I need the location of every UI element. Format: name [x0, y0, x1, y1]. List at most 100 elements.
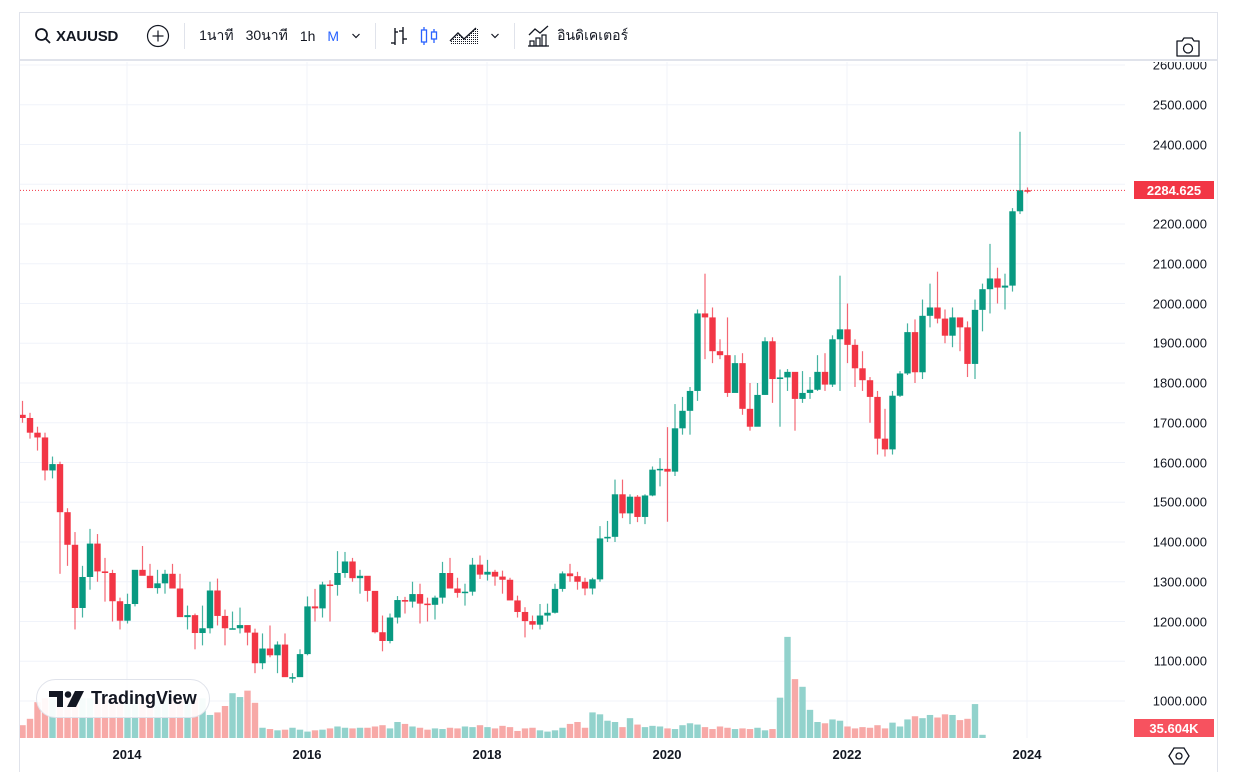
- candle[interactable]: [686, 386, 694, 435]
- candle[interactable]: [281, 633, 289, 678]
- candle[interactable]: [446, 557, 454, 589]
- candle[interactable]: [649, 466, 656, 497]
- candle[interactable]: [641, 494, 649, 525]
- candle[interactable]: [86, 528, 94, 590]
- candle[interactable]: [544, 603, 551, 622]
- candles-chart-button[interactable]: [419, 13, 439, 59]
- candle[interactable]: [986, 243, 994, 314]
- candle[interactable]: [379, 615, 386, 652]
- chart-settings-button[interactable]: [1168, 746, 1190, 771]
- candle[interactable]: [709, 307, 716, 364]
- candle[interactable]: [356, 569, 364, 594]
- candle[interactable]: [634, 495, 641, 523]
- candle[interactable]: [229, 611, 236, 630]
- candle[interactable]: [439, 561, 446, 604]
- interval-1m[interactable]: 1นาที: [199, 27, 234, 43]
- candle[interactable]: [626, 494, 634, 525]
- candle[interactable]: [506, 577, 514, 601]
- candle[interactable]: [604, 520, 611, 542]
- candle[interactable]: [56, 461, 64, 574]
- candle[interactable]: [1009, 208, 1016, 292]
- candle[interactable]: [754, 383, 761, 427]
- candle[interactable]: [529, 615, 536, 630]
- candle[interactable]: [139, 545, 146, 576]
- candle[interactable]: [881, 408, 889, 457]
- candle[interactable]: [49, 456, 56, 479]
- candle[interactable]: [266, 625, 274, 658]
- candle[interactable]: [259, 633, 266, 670]
- candle[interactable]: [131, 569, 139, 607]
- candle[interactable]: [769, 337, 776, 403]
- candle[interactable]: [566, 563, 574, 582]
- candle[interactable]: [911, 319, 919, 383]
- candle[interactable]: [874, 390, 881, 455]
- candle[interactable]: [371, 590, 379, 634]
- candle[interactable]: [274, 641, 281, 674]
- candle[interactable]: [514, 595, 521, 618]
- candle[interactable]: [484, 559, 491, 581]
- candle[interactable]: [469, 557, 476, 596]
- candle[interactable]: [416, 583, 424, 624]
- candle[interactable]: [1001, 273, 1009, 310]
- candle[interactable]: [859, 351, 866, 391]
- candle[interactable]: [251, 628, 259, 674]
- candle[interactable]: [64, 508, 71, 566]
- bars-chart-button[interactable]: [389, 13, 409, 59]
- candle[interactable]: [731, 355, 739, 393]
- interval-1h[interactable]: 1h: [299, 28, 316, 44]
- candle[interactable]: [581, 577, 589, 596]
- candle[interactable]: [289, 673, 296, 683]
- candle[interactable]: [431, 595, 439, 620]
- candle[interactable]: [386, 613, 394, 644]
- candle[interactable]: [949, 307, 956, 348]
- candle[interactable]: [619, 479, 626, 519]
- candle[interactable]: [574, 571, 581, 590]
- candle[interactable]: [679, 396, 686, 435]
- candle[interactable]: [1024, 187, 1031, 194]
- candle[interactable]: [304, 596, 311, 656]
- candle[interactable]: [94, 534, 101, 582]
- area-chart-button[interactable]: [449, 13, 479, 59]
- tradingview-watermark[interactable]: TradingView: [36, 679, 210, 718]
- candle[interactable]: [956, 317, 964, 352]
- candle[interactable]: [101, 557, 109, 602]
- candle[interactable]: [844, 303, 851, 364]
- candle[interactable]: [34, 426, 41, 451]
- candle[interactable]: [979, 283, 986, 332]
- candle[interactable]: [491, 569, 499, 586]
- candle[interactable]: [701, 273, 709, 360]
- candle[interactable]: [154, 569, 161, 594]
- candle[interactable]: [694, 309, 701, 401]
- candle[interactable]: [169, 563, 176, 589]
- candle[interactable]: [821, 353, 829, 391]
- candle[interactable]: [341, 551, 349, 578]
- candle[interactable]: [20, 400, 26, 423]
- chart-type-dropdown-button[interactable]: [490, 13, 500, 59]
- candle[interactable]: [454, 577, 461, 598]
- candle[interactable]: [904, 323, 911, 376]
- candle[interactable]: [994, 267, 1001, 304]
- candle[interactable]: [184, 605, 191, 630]
- candle[interactable]: [806, 377, 814, 399]
- candle[interactable]: [311, 588, 319, 622]
- interval-monthly[interactable]: M: [327, 28, 340, 44]
- candle[interactable]: [926, 283, 934, 328]
- candle[interactable]: [919, 299, 926, 380]
- candle[interactable]: [146, 563, 154, 589]
- candle[interactable]: [409, 581, 416, 608]
- candle[interactable]: [161, 569, 169, 594]
- candle[interactable]: [814, 355, 821, 391]
- candle[interactable]: [41, 432, 49, 481]
- candle[interactable]: [836, 275, 844, 391]
- candle[interactable]: [26, 412, 34, 439]
- candle[interactable]: [109, 569, 116, 622]
- chart-plot-area[interactable]: [20, 62, 1125, 738]
- candle[interactable]: [611, 479, 619, 542]
- symbol-search-button[interactable]: XAUUSD: [20, 13, 118, 59]
- candle[interactable]: [829, 335, 836, 387]
- price-axis[interactable]: 2600.000 2500.000 2400.000 2200.000 2100.000…: [1125, 62, 1217, 738]
- candle[interactable]: [214, 578, 221, 626]
- candle[interactable]: [476, 555, 484, 579]
- indicators-button[interactable]: อินดิเคเตอร์: [527, 13, 628, 59]
- candle[interactable]: [671, 404, 679, 477]
